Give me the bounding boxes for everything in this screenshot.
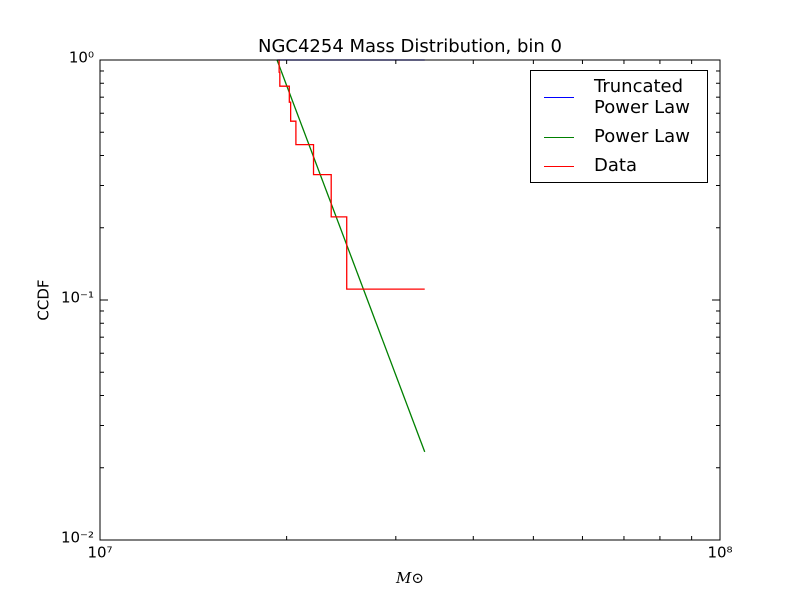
legend-label: Data [594, 155, 637, 176]
y-tick-label: 10⁻¹ [61, 289, 94, 307]
legend-label: Power Law [594, 126, 690, 147]
series-line [278, 59, 425, 290]
x-tick-label: 10⁷ [87, 544, 112, 562]
legend-label: Truncated Power Law [594, 76, 690, 118]
x-axis-label: M⊙ [395, 569, 424, 587]
series-line [276, 59, 426, 453]
x-tick-label: 10⁸ [707, 544, 732, 562]
legend-swatch [544, 136, 574, 138]
legend-swatch [544, 165, 574, 167]
legend-swatch [544, 97, 574, 98]
legend: Truncated Power Law Power Law Data [530, 70, 708, 183]
y-tick-label: 10⁰ [69, 49, 94, 67]
y-axis-label: CCDF [35, 279, 53, 320]
chart-title: NGC4254 Mass Distribution, bin 0 [258, 36, 562, 57]
y-tick-label: 10⁻² [61, 529, 94, 547]
